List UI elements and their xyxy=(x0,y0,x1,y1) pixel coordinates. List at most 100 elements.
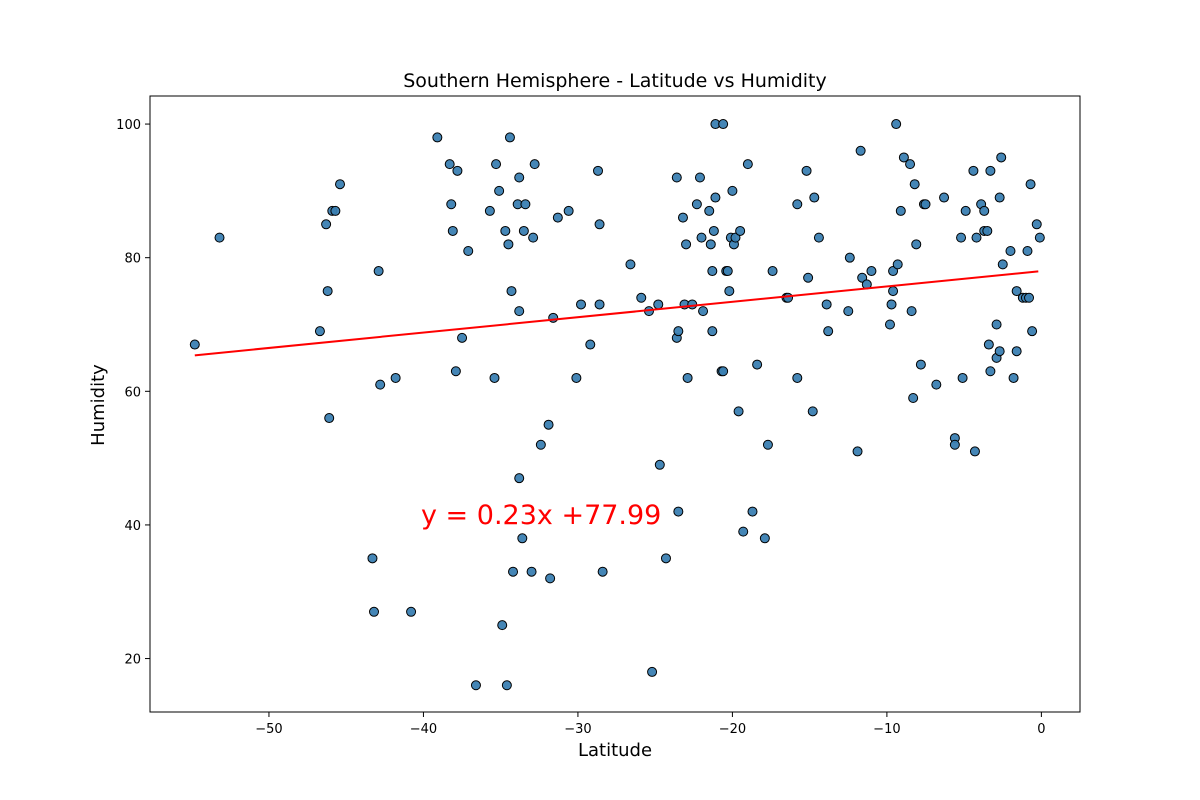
data-point xyxy=(654,459,665,470)
data-point xyxy=(673,326,684,337)
data-point xyxy=(653,299,664,310)
data-point xyxy=(704,205,715,216)
data-point xyxy=(535,439,546,450)
y-tick-label: 40 xyxy=(124,519,141,534)
data-point xyxy=(801,165,812,176)
y-axis-label: Humidity xyxy=(88,364,109,446)
data-point xyxy=(724,286,735,297)
data-point xyxy=(888,266,899,277)
data-point xyxy=(447,225,458,236)
data-point xyxy=(957,372,968,383)
chart-title: Southern Hemisphere - Latitude vs Humidi… xyxy=(403,70,827,92)
x-tick-label: −50 xyxy=(255,722,282,737)
data-point xyxy=(767,266,778,277)
data-point xyxy=(969,446,980,457)
data-point xyxy=(520,199,531,210)
data-point xyxy=(727,185,738,196)
data-point xyxy=(1024,292,1035,303)
data-point xyxy=(909,179,920,190)
data-point xyxy=(576,299,587,310)
data-point xyxy=(931,379,942,390)
data-point xyxy=(920,199,931,210)
data-point xyxy=(891,119,902,130)
data-point xyxy=(457,332,468,343)
data-point xyxy=(594,219,605,230)
data-point xyxy=(369,606,380,617)
data-point xyxy=(593,165,604,176)
data-point xyxy=(526,566,537,577)
data-point xyxy=(571,372,582,383)
regression-equation: y = 0.23x +77.99 xyxy=(421,500,661,531)
data-point xyxy=(671,172,682,183)
data-point xyxy=(985,165,996,176)
data-point xyxy=(406,606,417,617)
data-point xyxy=(783,292,794,303)
data-point xyxy=(911,239,922,250)
data-point xyxy=(1011,346,1022,357)
data-point xyxy=(647,666,658,677)
data-point xyxy=(484,205,495,216)
data-point xyxy=(367,553,378,564)
data-point xyxy=(491,159,502,170)
data-point xyxy=(321,219,332,230)
y-tick-label: 60 xyxy=(124,385,141,400)
data-point xyxy=(979,205,990,216)
data-point xyxy=(807,406,818,417)
data-point xyxy=(892,259,903,270)
data-point xyxy=(189,339,200,350)
data-point xyxy=(470,680,481,691)
data-point xyxy=(506,286,517,297)
data-point xyxy=(585,339,596,350)
data-point xyxy=(1031,219,1042,230)
data-point xyxy=(1027,326,1038,337)
y-tick-label: 80 xyxy=(124,252,141,267)
data-point xyxy=(906,306,917,317)
data-point xyxy=(994,346,1005,357)
data-point xyxy=(705,239,716,250)
data-point xyxy=(1008,372,1019,383)
data-point xyxy=(691,199,702,210)
data-point xyxy=(983,339,994,350)
data-point xyxy=(594,299,605,310)
data-point xyxy=(463,246,474,257)
data-point xyxy=(991,319,1002,330)
data-point xyxy=(905,159,916,170)
data-point xyxy=(432,132,443,143)
data-point xyxy=(450,366,461,377)
data-point xyxy=(735,225,746,236)
data-point xyxy=(494,185,505,196)
data-point xyxy=(694,172,705,183)
data-point xyxy=(214,232,225,243)
data-point xyxy=(844,252,855,263)
x-axis-label: Latitude xyxy=(578,740,652,761)
data-point xyxy=(514,473,525,484)
data-point xyxy=(500,225,511,236)
data-point xyxy=(813,232,824,243)
data-point xyxy=(335,179,346,190)
data-point xyxy=(446,199,457,210)
data-point xyxy=(747,506,758,517)
data-point xyxy=(915,359,926,370)
regression-line xyxy=(194,270,1039,357)
data-point xyxy=(390,372,401,383)
data-point xyxy=(895,205,906,216)
data-point xyxy=(1005,246,1016,257)
data-point xyxy=(373,266,384,277)
data-point xyxy=(996,152,1007,163)
data-point xyxy=(1022,246,1033,257)
data-point xyxy=(710,192,721,203)
data-point xyxy=(949,439,960,450)
data-point xyxy=(636,292,647,303)
data-point xyxy=(625,259,636,270)
data-point xyxy=(718,119,729,130)
data-point xyxy=(552,212,563,223)
data-point xyxy=(752,359,763,370)
data-point xyxy=(681,239,692,250)
data-point xyxy=(707,266,718,277)
x-tick-label: −40 xyxy=(410,722,437,737)
data-point xyxy=(528,232,539,243)
data-point xyxy=(759,533,770,544)
data-point xyxy=(908,392,919,403)
data-point xyxy=(501,680,512,691)
